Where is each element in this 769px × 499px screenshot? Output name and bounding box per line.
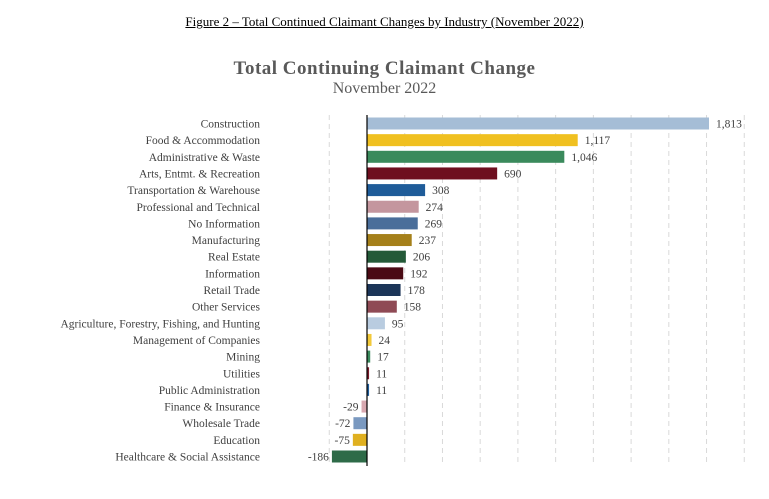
bar <box>367 267 404 280</box>
value-label: 1,813 <box>716 119 742 131</box>
value-label: 269 <box>425 218 443 230</box>
category-label: Real Estate <box>208 252 260 264</box>
bar <box>367 350 371 363</box>
value-label: 1,117 <box>585 135 611 147</box>
bar <box>353 417 367 430</box>
bar <box>352 433 367 446</box>
value-label: 11 <box>376 368 387 380</box>
bar <box>361 400 367 413</box>
labels: Construction 1,813 Food & Accommodation 1,1… <box>60 119 742 464</box>
value-label: 308 <box>432 185 450 197</box>
category-label: Agriculture, Forestry, Fishing, and Hunt… <box>60 318 260 330</box>
category-label: Mining <box>226 352 260 364</box>
value-label: 17 <box>377 352 389 364</box>
value-label: 237 <box>419 235 437 247</box>
category-label: Arts, Entmt. & Recreation <box>139 168 260 180</box>
category-label: Public Administration <box>159 385 261 397</box>
bar <box>367 383 370 396</box>
value-label: 274 <box>426 202 444 214</box>
value-label: 206 <box>413 252 431 264</box>
category-label: Food & Accommodation <box>146 135 261 147</box>
bar <box>367 217 418 230</box>
value-label: -72 <box>335 418 351 430</box>
bar <box>367 200 419 213</box>
bar <box>331 450 367 463</box>
bar <box>367 250 406 263</box>
value-label: -29 <box>343 402 359 414</box>
category-label: Retail Trade <box>203 285 260 297</box>
category-label: Construction <box>201 119 261 131</box>
category-label: Administrative & Waste <box>149 152 260 164</box>
bar <box>367 333 372 346</box>
value-label: 1,046 <box>571 152 597 164</box>
category-label: Transportation & Warehouse <box>127 185 260 197</box>
category-label: Education <box>213 435 260 447</box>
value-label: -75 <box>335 435 351 447</box>
chart-title: Total Continuing Claimant Change <box>233 58 536 79</box>
bar <box>367 117 709 130</box>
bar <box>367 300 397 313</box>
value-label: 178 <box>408 285 426 297</box>
bar <box>367 150 565 163</box>
bars <box>331 117 709 463</box>
value-label: 11 <box>376 385 387 397</box>
bar <box>367 134 578 147</box>
chart-subtitle: November 2022 <box>332 80 437 97</box>
category-label: Wholesale Trade <box>182 418 260 430</box>
value-label: 24 <box>379 335 391 347</box>
category-label: Other Services <box>192 302 261 314</box>
category-label: Management of Companies <box>133 335 261 347</box>
value-label: 95 <box>392 318 404 330</box>
grid-lines <box>328 115 745 466</box>
category-label: Utilities <box>223 368 261 380</box>
category-label: Manufacturing <box>192 235 261 247</box>
category-label: Information <box>205 268 260 280</box>
bar <box>367 167 498 180</box>
value-label: 158 <box>404 302 422 314</box>
bar <box>367 234 412 247</box>
category-label: Finance & Insurance <box>164 402 260 414</box>
bar <box>367 367 370 380</box>
category-label: Healthcare & Social Assistance <box>115 452 260 464</box>
category-label: Professional and Technical <box>136 202 260 214</box>
bar <box>367 284 401 296</box>
bar <box>367 184 426 197</box>
bar <box>367 317 385 330</box>
value-label: -186 <box>308 452 329 464</box>
category-label: No Information <box>188 218 260 230</box>
value-label: 690 <box>504 168 521 180</box>
figure-caption: Figure 2 – Total Continued Claimant Chan… <box>185 14 584 29</box>
value-label: 192 <box>410 268 428 280</box>
